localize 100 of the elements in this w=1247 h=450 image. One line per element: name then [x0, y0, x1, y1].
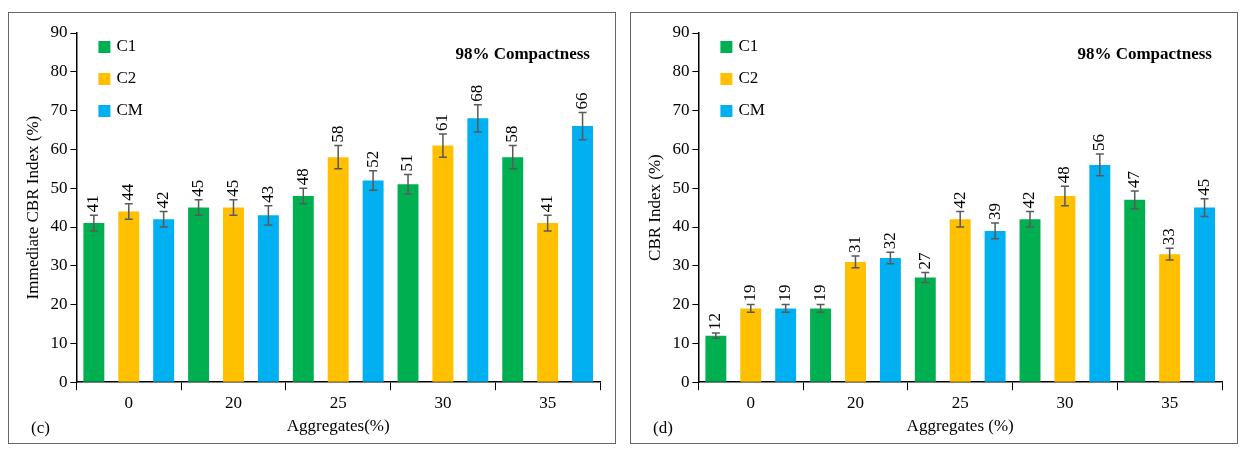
bar: [572, 126, 594, 382]
y-tick-label: 0: [58, 371, 68, 391]
data-label: 41: [537, 195, 557, 213]
y-tick-label: 10: [672, 332, 690, 352]
legend-label: C1: [738, 36, 759, 56]
bar: [467, 118, 489, 382]
data-label: 41: [83, 195, 103, 213]
x-axis-title: Aggregates(%): [286, 416, 390, 436]
y-tick-label: 50: [50, 177, 68, 197]
y-tick-label: 90: [50, 22, 68, 42]
data-label: 42: [153, 191, 173, 209]
y-axis-title: CBR Index (%): [644, 154, 664, 261]
data-label: 43: [257, 185, 277, 203]
bar: [327, 157, 349, 382]
data-label: 19: [775, 284, 795, 302]
legend-label: C2: [738, 68, 759, 88]
y-axis-title: Immediate CBR Index (%): [22, 115, 42, 300]
data-label: 19: [810, 284, 830, 302]
y-tick-label: 80: [50, 61, 68, 81]
bar: [740, 308, 762, 382]
bar: [397, 184, 419, 382]
bar: [705, 335, 727, 382]
x-axis-title: Aggregates (%): [906, 416, 1014, 436]
bar: [502, 157, 524, 382]
data-label: 45: [222, 179, 242, 197]
bar: [1054, 195, 1076, 382]
x-tick-label: 25: [329, 392, 347, 412]
bar: [845, 261, 866, 382]
data-label: 61: [432, 113, 452, 131]
legend-label: CM: [116, 100, 143, 120]
bar: [949, 219, 971, 382]
data-label: 12: [705, 312, 725, 330]
data-label: 68: [467, 84, 487, 102]
x-tick-label: 20: [224, 392, 242, 412]
data-label: 42: [949, 191, 969, 209]
bar: [188, 207, 210, 382]
bar: [83, 223, 105, 382]
bar: [118, 211, 140, 382]
legend-label: CM: [738, 100, 765, 120]
y-tick-label: 80: [672, 61, 690, 81]
bar: [914, 277, 936, 382]
y-tick-label: 30: [50, 255, 68, 275]
data-label: 56: [1089, 134, 1109, 152]
y-tick-label: 0: [680, 371, 690, 391]
x-tick-label: 30: [434, 392, 452, 412]
data-label: 47: [1124, 170, 1144, 188]
bar: [984, 230, 1006, 382]
annotation: 98% Compactness: [455, 44, 591, 64]
y-tick-label: 20: [672, 294, 690, 314]
bar: [1194, 207, 1216, 382]
bar: [153, 219, 175, 382]
data-label: 48: [1054, 166, 1074, 184]
bar: [810, 308, 832, 382]
text: (c): [31, 418, 50, 438]
bar: [1019, 219, 1041, 382]
data-label: 58: [327, 125, 347, 143]
y-tick-label: 40: [672, 216, 690, 236]
data-label: 66: [572, 92, 592, 110]
text: (d): [653, 418, 673, 438]
data-label: 42: [1019, 191, 1039, 209]
bar: [879, 258, 901, 382]
y-tick-label: 40: [50, 216, 68, 236]
y-tick-label: 50: [672, 177, 690, 197]
data-label: 58: [502, 125, 522, 143]
bar: [292, 195, 314, 382]
y-tick-label: 70: [50, 100, 68, 120]
y-tick-label: 60: [672, 138, 690, 158]
data-label: 33: [1159, 228, 1179, 246]
data-label: 39: [984, 203, 1004, 221]
bar: [1159, 254, 1181, 382]
data-label: 27: [914, 251, 934, 270]
data-label: 45: [188, 179, 208, 197]
bar: [1089, 164, 1111, 382]
x-tick-label: 0: [746, 392, 756, 412]
x-tick-label: 35: [1161, 392, 1179, 412]
x-tick-label: 25: [951, 392, 969, 412]
data-label: 51: [397, 154, 417, 172]
x-tick-label: 30: [1056, 392, 1074, 412]
data-label: 32: [879, 232, 899, 250]
data-label: 52: [362, 150, 382, 168]
y-tick-label: 20: [50, 294, 68, 314]
x-tick-label: 0: [124, 392, 134, 412]
bar: [223, 207, 244, 382]
data-label: 44: [118, 183, 138, 201]
bar: [257, 215, 279, 382]
bar: [362, 180, 384, 382]
annotation: 98% Compactness: [1077, 44, 1213, 64]
data-label: 19: [740, 284, 760, 302]
y-tick-label: 70: [672, 100, 690, 120]
bar: [775, 308, 797, 382]
data-label: 31: [844, 236, 864, 254]
x-tick-label: 35: [539, 392, 557, 412]
bar: [432, 145, 454, 382]
bar: [1124, 199, 1146, 382]
legend-label: C2: [116, 68, 137, 88]
x-tick-label: 20: [846, 392, 864, 412]
legend-label: C1: [116, 36, 137, 56]
bar: [537, 223, 559, 382]
data-label: 48: [292, 168, 312, 186]
y-tick-label: 90: [672, 22, 690, 42]
